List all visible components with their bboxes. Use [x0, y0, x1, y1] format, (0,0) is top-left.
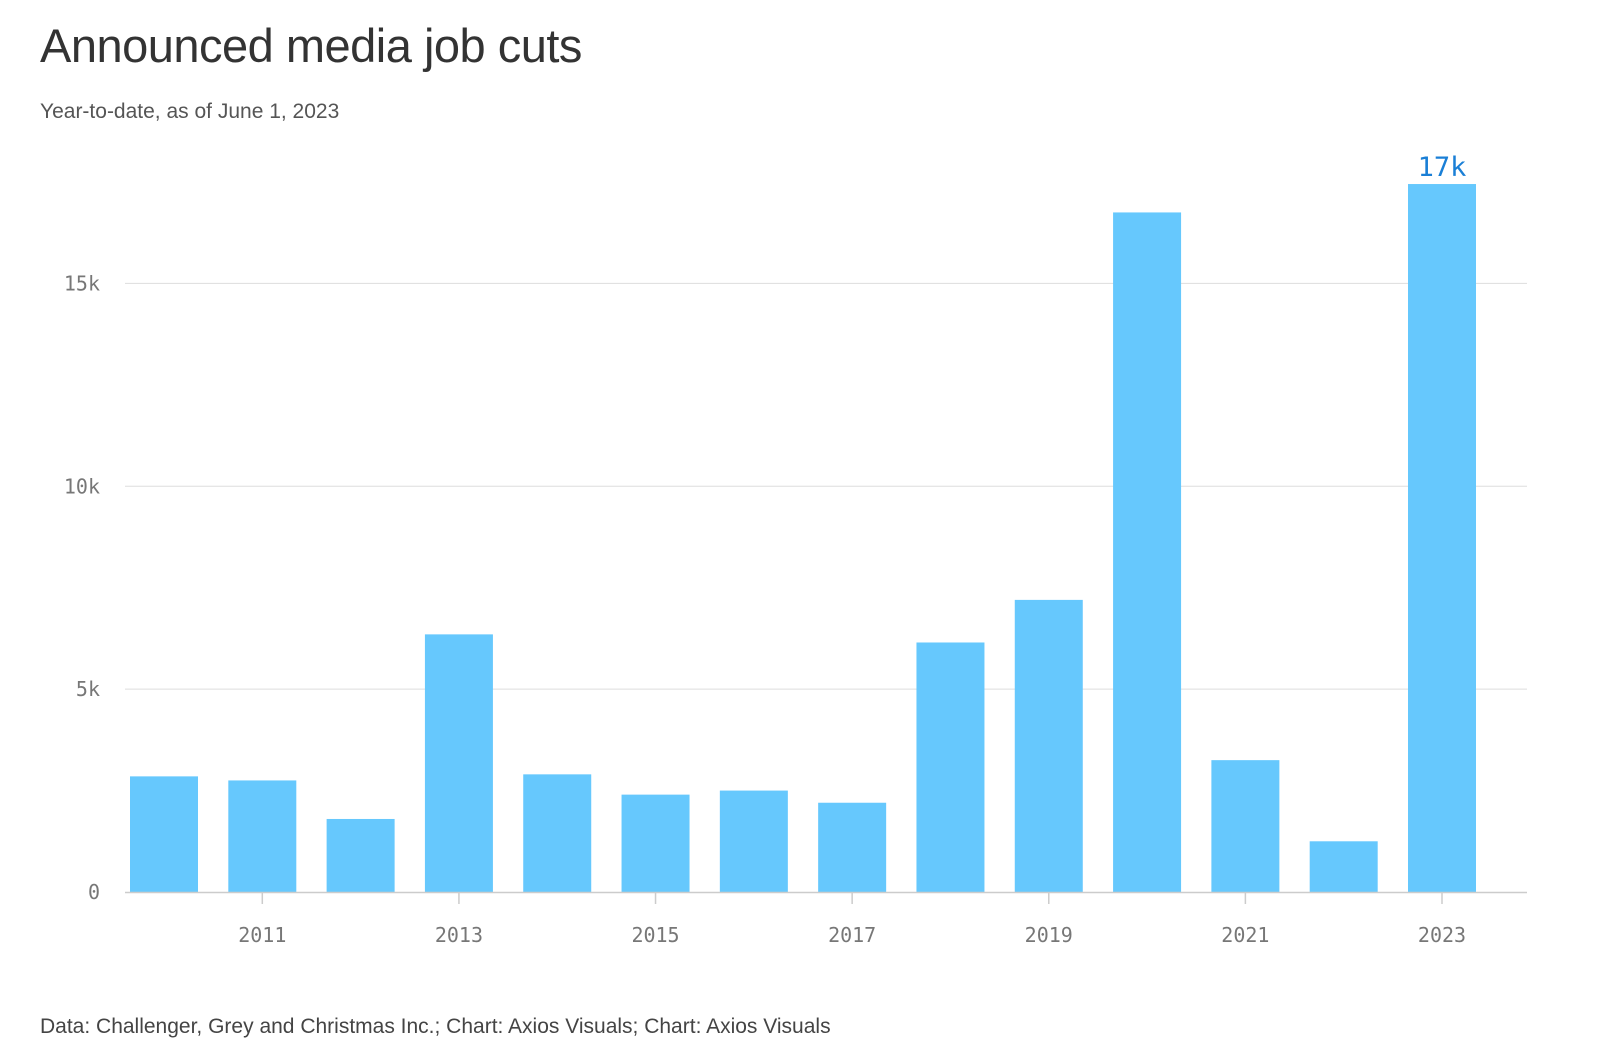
bar-2013 [424, 634, 493, 892]
source-note: Data: Challenger, Grey and Christmas Inc… [40, 1015, 831, 1038]
bar-chart: 0 5k 10k 15k 2011 2013 2015 2017 2019 2021 2023 17k [64, 152, 1527, 947]
bar-2011 [228, 780, 297, 892]
labels: 0 5k 10k 15k 2011 2013 2015 2017 2019 2021 2023 17k [64, 152, 1467, 947]
y-tick-label-5k: 5k [76, 677, 100, 701]
bar-2016 [719, 790, 788, 892]
gridlines [125, 282, 1527, 690]
chart-title: Announced media job cuts [40, 19, 582, 72]
x-tick-label-2015: 2015 [631, 923, 679, 947]
y-tick-label-10k: 10k [64, 474, 100, 498]
bar-2012 [326, 818, 395, 892]
x-tick-label-2021: 2021 [1221, 923, 1269, 947]
bar-2017 [818, 802, 887, 892]
x-tick-label-2013: 2013 [435, 923, 483, 947]
bar-2023 [1408, 184, 1476, 892]
bar-2019 [1014, 599, 1083, 892]
value-label-2023: 17k [1418, 152, 1467, 183]
x-axis [125, 891, 1527, 904]
x-tick-label-2019: 2019 [1025, 923, 1073, 947]
y-tick-label-0: 0 [88, 880, 100, 904]
bar-2014 [523, 774, 592, 892]
x-tick-label-2011: 2011 [238, 923, 286, 947]
bar-2018 [916, 642, 985, 892]
x-tick-label-2017: 2017 [828, 923, 876, 947]
bar-2020 [1113, 212, 1182, 892]
x-tick-label-2023: 2023 [1418, 923, 1466, 947]
bar-2021 [1211, 760, 1280, 892]
y-tick-label-15k: 15k [64, 271, 100, 295]
chart-subtitle: Year-to-date, as of June 1, 2023 [40, 100, 340, 123]
bar-2010 [130, 776, 198, 892]
bar-2015 [621, 794, 690, 892]
bars [130, 184, 1476, 892]
bar-2022 [1309, 841, 1378, 892]
